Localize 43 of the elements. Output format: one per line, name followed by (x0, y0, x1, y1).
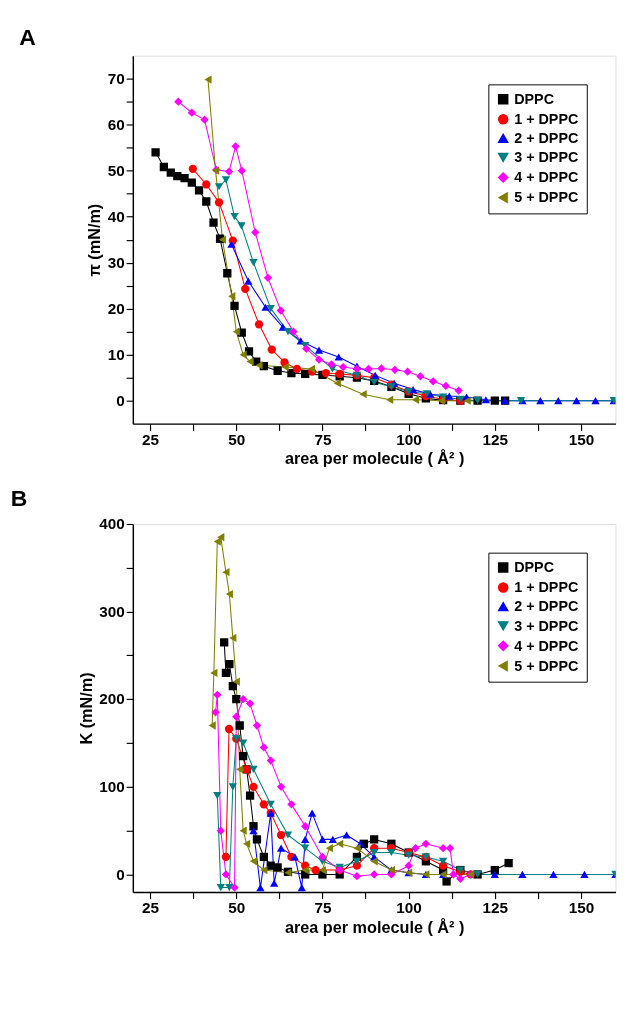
y-tick-label: 10 (107, 345, 125, 363)
legend-label: DPPC (514, 559, 554, 576)
legend-label: 3 + DPPC (514, 617, 579, 634)
x-tick-label: 100 (396, 431, 422, 449)
legend-label: 3 + DPPC (514, 149, 579, 166)
y-tick-label: 0 (116, 391, 125, 409)
legend-label: 4 + DPPC (514, 169, 579, 186)
legend-label: 1 + DPPC (514, 111, 579, 128)
y-tick-label: 400 (99, 515, 125, 533)
y-tick-label: 40 (107, 207, 125, 225)
chart-title: B (10, 484, 28, 511)
x-tick-label: 25 (142, 431, 160, 449)
y-axis-title: K (mN/m) (76, 672, 95, 745)
chart-title: A (19, 24, 36, 51)
legend-label: 1 + DPPC (514, 579, 579, 596)
x-tick-label: 125 (482, 899, 509, 917)
y-tick-label: 20 (107, 299, 125, 317)
x-tick-label: 75 (314, 431, 332, 449)
legend-label: 4 + DPPC (514, 637, 579, 654)
x-axis-title: area per molecule ( Å² ) (284, 449, 465, 468)
x-tick-label: 100 (396, 899, 422, 917)
x-tick-label: 25 (142, 899, 160, 917)
y-tick-label: 60 (107, 115, 125, 133)
legend-label: DPPC (514, 90, 554, 107)
y-tick-label: 30 (107, 253, 125, 271)
y-tick-label: 0 (116, 865, 125, 883)
x-tick-label: 150 (568, 899, 595, 917)
y-tick-label: 50 (107, 161, 125, 179)
x-tick-label: 50 (228, 431, 246, 449)
y-tick-label: 200 (99, 690, 125, 708)
y-tick-label: 300 (99, 602, 125, 620)
x-tick-label: 75 (314, 899, 332, 917)
legend-label: 5 + DPPC (514, 657, 579, 674)
y-tick-label: 100 (99, 778, 125, 796)
y-axis-title: π (mN/m) (85, 203, 104, 277)
legend-label: 5 + DPPC (514, 189, 579, 206)
legend-label: 2 + DPPC (514, 598, 579, 615)
legend-label: 2 + DPPC (514, 130, 579, 147)
x-axis-title: area per molecule ( Å² ) (284, 917, 465, 936)
x-tick-label: 150 (568, 431, 595, 449)
x-tick-label: 50 (228, 899, 246, 917)
x-tick-label: 125 (482, 431, 509, 449)
y-tick-label: 70 (107, 69, 125, 87)
